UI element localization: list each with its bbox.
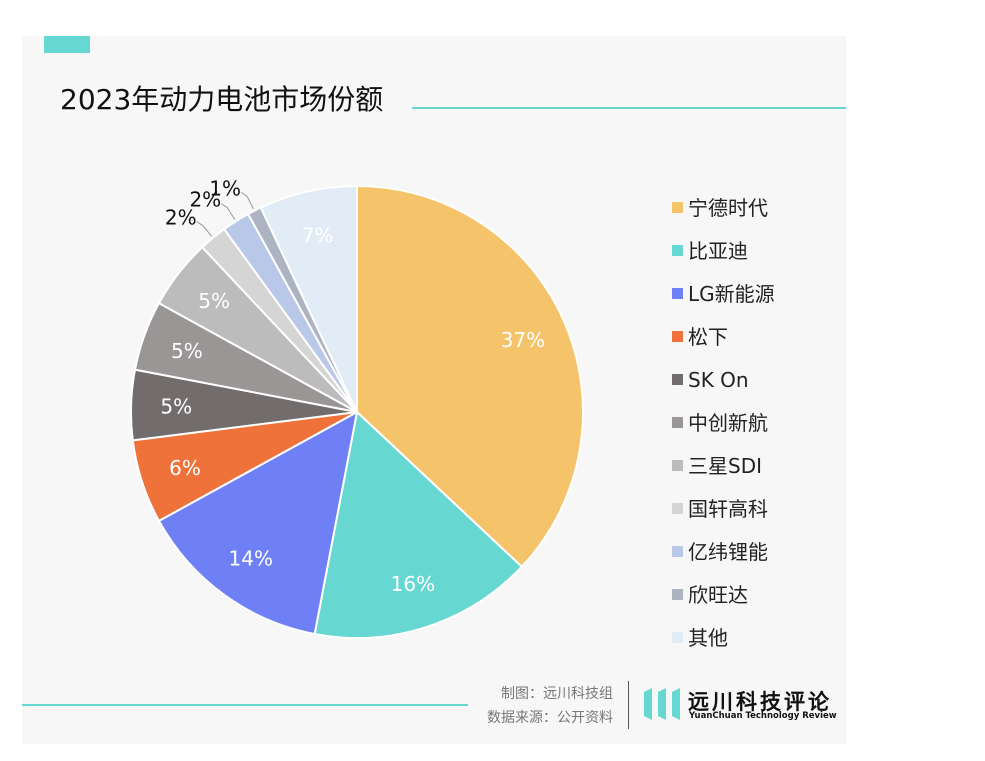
logo-subtitle: YuanChuan Technology Review <box>689 711 837 721</box>
slice-label: 6% <box>169 456 201 480</box>
pie-slice <box>356 184 584 569</box>
legend-swatch <box>672 245 683 256</box>
slice-label: 5% <box>198 289 230 313</box>
legend-label: 中创新航 <box>688 411 768 435</box>
slice-label: 16% <box>391 572 435 596</box>
chart-title: 2023年动力电池市场份额 <box>60 83 384 116</box>
legend-swatch <box>672 288 683 299</box>
slice-label: 5% <box>160 394 192 418</box>
legend-label: 三星SDI <box>688 454 762 478</box>
slice-label: 1% <box>209 176 241 200</box>
pie-slices <box>130 184 584 639</box>
legend-swatch <box>672 417 683 428</box>
legend-swatch <box>672 546 683 557</box>
legend-label: 欣旺达 <box>688 583 748 607</box>
legend-label: LG新能源 <box>688 282 775 306</box>
credit-chart: 制图：远川科技组 <box>501 686 613 702</box>
logo-icon <box>644 688 680 720</box>
legend-label: 比亚迪 <box>688 239 748 263</box>
legend-swatch <box>672 202 683 213</box>
legend-label: 其他 <box>688 626 728 650</box>
slice-label: 5% <box>171 339 203 363</box>
footer-rule <box>22 704 468 706</box>
slice-label: 14% <box>229 546 273 570</box>
legend-label: SK On <box>688 368 749 392</box>
logo-name: 远川科技评论 <box>688 690 832 714</box>
legend-label: 宁德时代 <box>688 196 768 220</box>
legend-label: 松下 <box>688 325 728 349</box>
slice-label: 2% <box>165 206 197 230</box>
legend-swatch <box>672 589 683 600</box>
pie-slice <box>259 184 358 413</box>
slice-label: 37% <box>501 328 545 352</box>
legend-swatch <box>672 632 683 643</box>
pie-labels: 37%16%14%6%5%5%5%2%2%1%7% <box>160 176 545 596</box>
legend-swatch <box>672 460 683 471</box>
legend-swatch <box>672 374 683 385</box>
legend-swatch <box>672 503 683 514</box>
slice-label: 7% <box>302 224 334 248</box>
label-leader-line <box>240 191 254 210</box>
credit-divider <box>628 681 629 729</box>
legend-label: 亿纬锂能 <box>688 540 768 564</box>
label-leader-line <box>196 221 213 237</box>
title-rule <box>412 107 846 109</box>
pie-slice <box>313 410 524 639</box>
credit-source: 数据来源：公开资料 <box>487 710 613 726</box>
legend-swatch <box>672 331 683 342</box>
slice-label: 2% <box>189 188 221 212</box>
label-leader-line <box>221 203 236 220</box>
pie-slice <box>157 410 359 636</box>
accent-tab <box>44 36 90 53</box>
legend-label: 国轩高科 <box>688 497 768 521</box>
